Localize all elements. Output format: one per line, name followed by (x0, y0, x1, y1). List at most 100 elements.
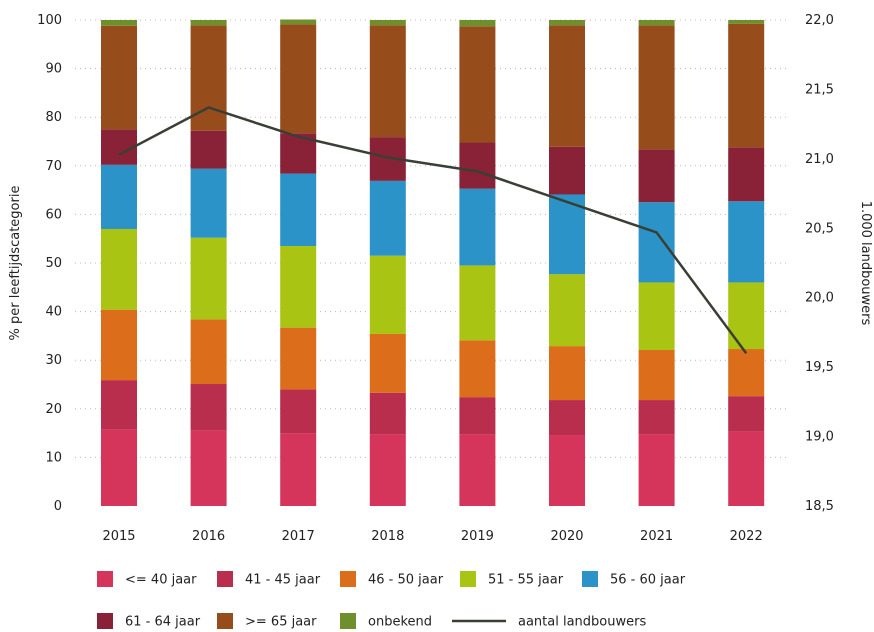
bar-segment-4 (369, 180, 406, 256)
y-tick-label-left: 70 (45, 159, 62, 174)
x-tick-label: 2018 (371, 529, 404, 544)
legend-label: <= 40 jaar (125, 573, 197, 588)
legend-label: 56 - 60 jaar (610, 573, 686, 588)
bar-segment-7 (549, 20, 585, 26)
bar-segment-1 (638, 400, 675, 435)
bar-segment-2 (459, 340, 496, 398)
legend-label: 46 - 50 jaar (368, 573, 444, 588)
y-tick-label-right: 20,0 (805, 291, 834, 306)
bar-stack-2016 (190, 20, 227, 506)
legend-item: aantal landbouwers (452, 615, 646, 630)
legend-swatch (460, 571, 476, 587)
y-tick-label-right: 21,0 (805, 152, 834, 167)
bar-segment-4 (459, 188, 496, 266)
y-tick-label-right: 21,5 (805, 82, 834, 97)
bar-segment-2 (280, 327, 317, 390)
bar-segment-7 (459, 20, 496, 27)
bar-segment-0 (369, 434, 406, 506)
bar-segment-1 (459, 397, 496, 435)
bar-segment-1 (101, 380, 137, 430)
legend-swatch (582, 571, 598, 587)
bar-segment-7 (190, 20, 227, 26)
y-axis-left-title: % per leeftijdscategorie (8, 186, 23, 341)
bar-segment-6 (101, 25, 137, 130)
y-tick-label-left: 20 (45, 402, 62, 417)
y-tick-label-left: 0 (54, 499, 62, 514)
bar-segment-4 (280, 173, 317, 246)
x-axis-ticks: 2015 2016 2017 2018 2019 2020 2021 2022 (102, 529, 762, 544)
legend-item: 56 - 60 jaar (582, 571, 686, 588)
legend-swatch (217, 571, 233, 587)
x-tick-label: 2019 (461, 529, 494, 544)
bar-segment-4 (638, 202, 675, 283)
bar-stack-2020 (549, 20, 585, 506)
bar-segment-0 (638, 434, 675, 506)
bar-stack-2015 (101, 20, 137, 506)
y-axis-right-ticks: 18,5 19,0 19,5 20,0 20,5 21,0 21,5 22,0 (805, 13, 834, 514)
bar-segment-6 (369, 25, 406, 138)
y-tick-label-left: 50 (45, 256, 62, 271)
bar-segment-0 (101, 429, 137, 506)
legend-item: 51 - 55 jaar (460, 571, 564, 588)
y-axis-right-title: 1.000 landbouwers (858, 201, 873, 326)
y-tick-label-right: 19,0 (805, 430, 834, 445)
bar-segment-2 (728, 349, 765, 397)
bar-segment-7 (369, 20, 406, 26)
bar-segment-3 (638, 282, 675, 350)
legend-label: 61 - 64 jaar (125, 615, 201, 630)
bar-stack-2019 (459, 20, 496, 506)
legend-label: >= 65 jaar (245, 615, 317, 630)
bar-segment-5 (638, 149, 675, 203)
legend-item: onbekend (340, 613, 432, 630)
bar-stack-2017 (280, 19, 317, 506)
landbouwers-line (118, 106, 748, 355)
y-tick-label-left: 10 (45, 450, 62, 465)
bar-segment-1 (369, 392, 406, 435)
legend-item: >= 65 jaar (217, 613, 317, 630)
bar-segment-2 (369, 333, 406, 393)
bar-segment-5 (459, 142, 496, 189)
y-tick-label-right: 18,5 (805, 499, 834, 514)
bar-segment-6 (638, 25, 675, 150)
legend-label: aantal landbouwers (518, 615, 646, 630)
y-tick-label-right: 22,0 (805, 13, 834, 28)
legend: <= 40 jaar 41 - 45 jaar 46 - 50 jaar 51 - 5… (97, 571, 686, 630)
bar-segment-0 (549, 435, 585, 506)
bar-segment-5 (190, 130, 227, 169)
x-tick-label: 2021 (640, 529, 673, 544)
bar-segment-0 (459, 434, 496, 506)
bar-segment-7 (638, 20, 675, 26)
x-tick-label: 2015 (102, 529, 135, 544)
y-tick-label-right: 19,5 (805, 360, 834, 375)
y-tick-label-left: 60 (45, 207, 62, 222)
y-tick-label-left: 40 (45, 305, 62, 320)
bar-segment-6 (728, 23, 765, 148)
legend-label: 51 - 55 jaar (488, 573, 564, 588)
legend-item: <= 40 jaar (97, 571, 197, 588)
bar-segment-6 (549, 25, 585, 147)
bar-segment-3 (280, 245, 317, 328)
bar-stack-2018 (369, 20, 406, 506)
bar-segment-7 (728, 20, 765, 24)
legend-item: 46 - 50 jaar (340, 571, 444, 588)
bar-segment-4 (728, 201, 765, 283)
bar-stack-2022 (728, 20, 765, 506)
y-tick-label-left: 100 (37, 13, 62, 28)
bar-segment-1 (549, 400, 585, 436)
bar-segment-4 (190, 168, 227, 238)
bar-segment-2 (549, 346, 585, 401)
bar-segment-7 (101, 20, 137, 26)
bar-segment-3 (728, 282, 765, 350)
bar-segment-0 (280, 433, 317, 506)
bar-segment-3 (101, 228, 137, 310)
bar-segment-3 (369, 255, 406, 334)
bar-segment-6 (459, 26, 496, 143)
legend-swatch (217, 613, 233, 629)
y-tick-label-left: 80 (45, 110, 62, 125)
legend-item: 61 - 64 jaar (97, 613, 201, 630)
bar-segment-7 (280, 19, 317, 25)
x-tick-label: 2016 (192, 529, 225, 544)
legend-swatch (97, 571, 113, 587)
x-tick-label: 2022 (730, 529, 763, 544)
